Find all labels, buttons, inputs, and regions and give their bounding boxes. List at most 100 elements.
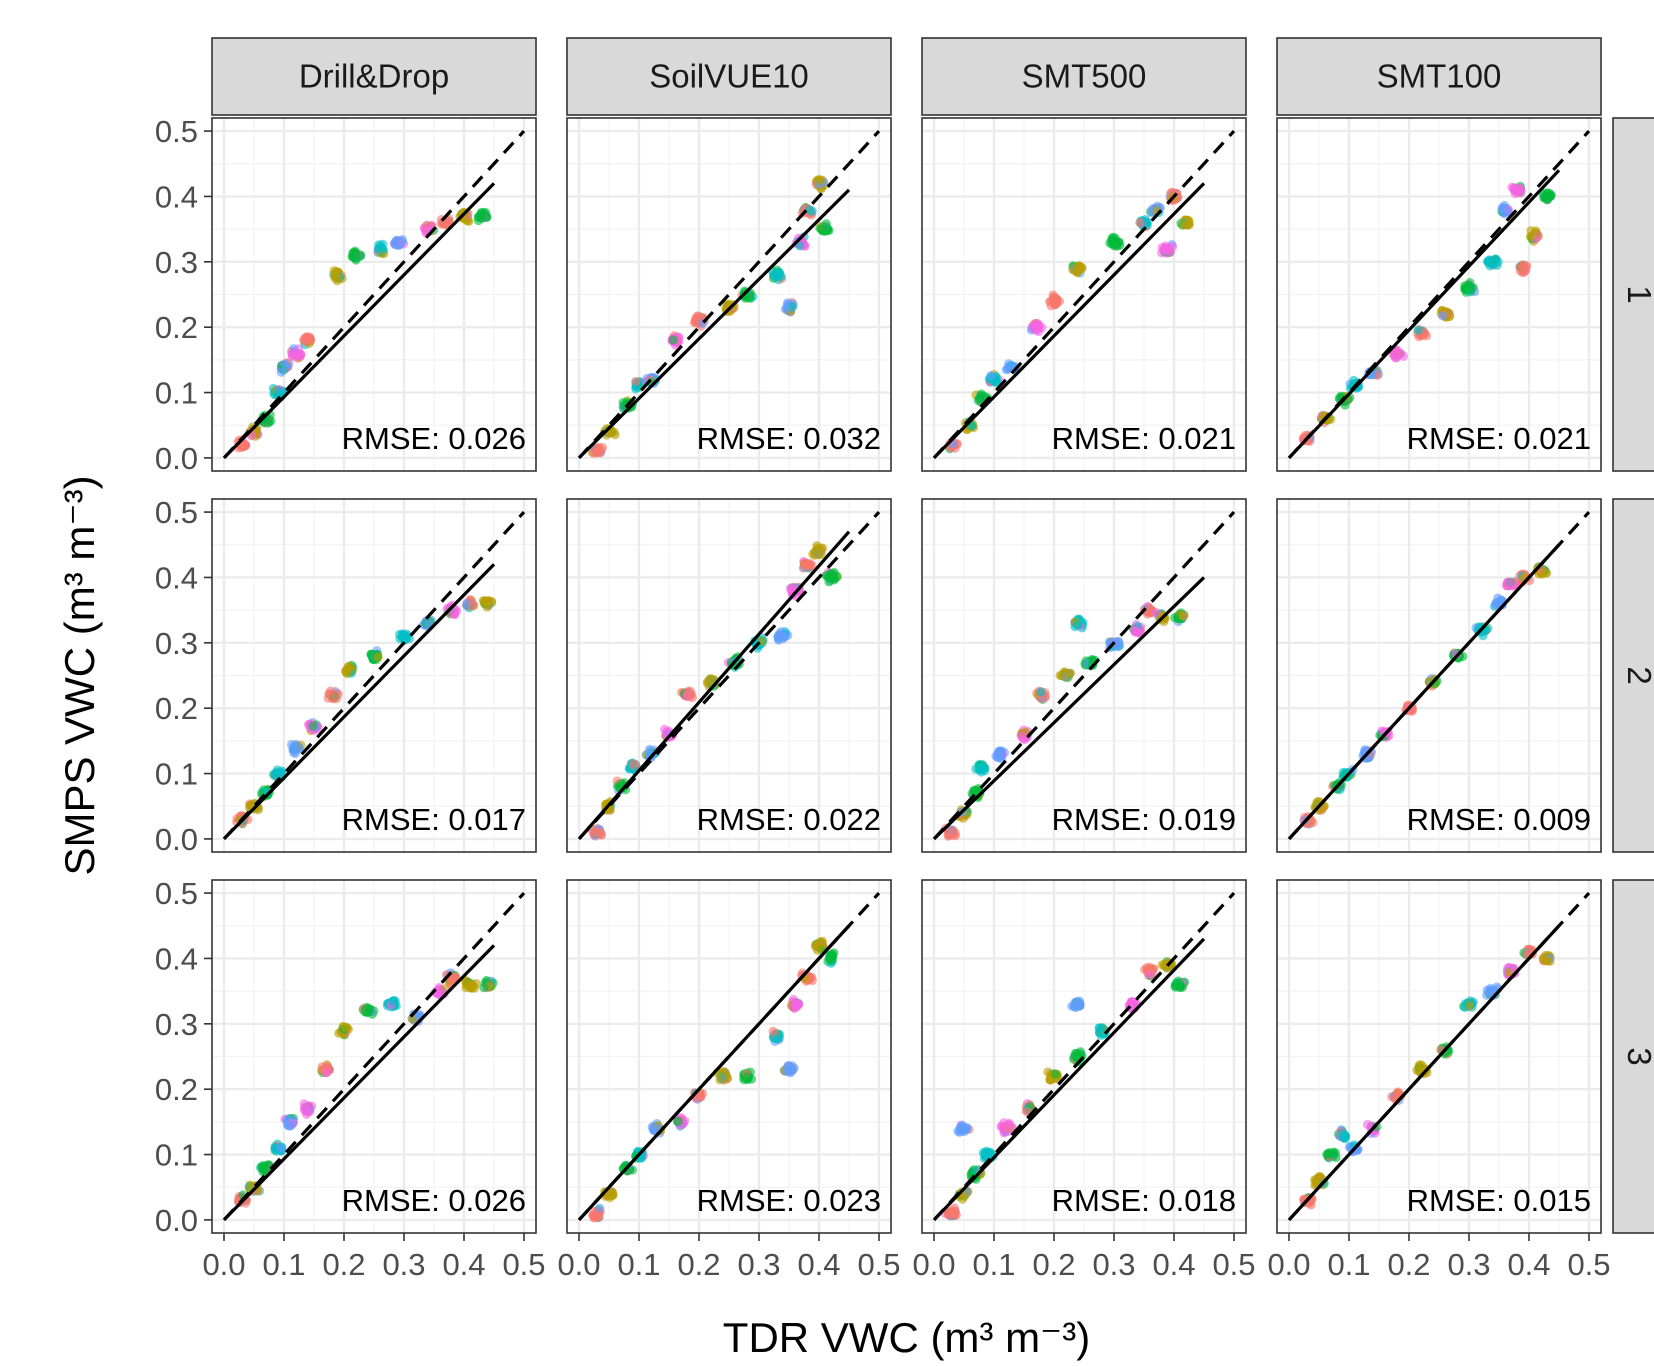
row-strip-label: 3 xyxy=(1621,1047,1654,1065)
data-point xyxy=(373,652,383,662)
data-point xyxy=(275,1143,286,1153)
data-point xyxy=(308,721,318,731)
facet-panel: RMSE: 0.017 xyxy=(211,498,537,853)
rmse-label: RMSE: 0.026 xyxy=(342,421,526,456)
panel-border xyxy=(921,879,1247,1234)
panel-border xyxy=(1276,117,1602,472)
y-axis: 0.0 0.1 0.2 0.3 0.4 0.5 xyxy=(155,876,212,1238)
rmse-label: RMSE: 0.026 xyxy=(342,1183,526,1218)
y-tick-label: 0.1 xyxy=(155,376,198,411)
data-point xyxy=(946,1207,956,1217)
data-point xyxy=(281,362,292,372)
y-tick-label: 0.1 xyxy=(155,1138,198,1173)
facet-panel: RMSE: 0.019 xyxy=(921,498,1247,853)
data-point xyxy=(1179,611,1189,621)
x-axis: 0.0 0.1 0.2 0.3 0.4 0.5 xyxy=(202,1233,546,1282)
rmse-label: RMSE: 0.023 xyxy=(697,1183,881,1218)
x-tick-label: 0.5 xyxy=(1567,1247,1610,1282)
y-tick-label: 0.3 xyxy=(155,626,198,661)
panel-border xyxy=(1276,879,1602,1234)
data-points xyxy=(232,595,497,829)
data-point xyxy=(317,1062,327,1072)
data-point xyxy=(1504,578,1515,588)
one-to-one-line xyxy=(222,129,526,460)
data-point xyxy=(301,1109,312,1120)
facet-panel: RMSE: 0.018 xyxy=(921,879,1247,1234)
data-point xyxy=(773,1033,783,1044)
x-tick-label: 0.4 xyxy=(442,1247,485,1282)
x-tick-label: 0.4 xyxy=(797,1247,840,1282)
facet-panel: RMSE: 0.009 xyxy=(1276,498,1602,853)
data-point xyxy=(1170,613,1180,623)
y-tick-label: 0.5 xyxy=(155,495,198,530)
regression-line xyxy=(1287,543,1561,841)
data-point xyxy=(956,1125,966,1135)
data-point xyxy=(996,751,1006,761)
regression-line xyxy=(222,563,496,841)
rmse-label: RMSE: 0.015 xyxy=(1407,1183,1591,1218)
row-strip-label: 1 xyxy=(1621,285,1654,303)
data-point xyxy=(1392,353,1402,363)
data-point xyxy=(375,241,386,251)
data-point xyxy=(595,827,605,837)
regression-line xyxy=(577,188,851,460)
data-point xyxy=(1071,999,1081,1009)
y-tick-label: 0.0 xyxy=(155,441,198,476)
column-strip: SoilVUE10 xyxy=(566,37,892,116)
data-point xyxy=(1483,257,1494,267)
data-point xyxy=(291,739,301,750)
data-point xyxy=(1541,568,1551,578)
column-strip-label: SMT500 xyxy=(1022,58,1147,95)
x-axis-title: TDR VWC (m³ m⁻³) xyxy=(723,1314,1090,1361)
data-point xyxy=(1465,285,1476,295)
facet-panel: RMSE: 0.023 xyxy=(566,879,892,1234)
column-strip-box xyxy=(211,37,537,116)
regression-line xyxy=(577,530,851,840)
data-point xyxy=(986,370,996,381)
data-point xyxy=(479,983,489,993)
data-point xyxy=(821,225,832,235)
y-tick-label: 0.4 xyxy=(155,179,198,214)
data-point xyxy=(466,982,476,992)
data-point xyxy=(407,1014,417,1024)
data-point xyxy=(286,1121,296,1131)
rmse-label: RMSE: 0.018 xyxy=(1052,1183,1236,1218)
data-point xyxy=(668,335,678,345)
regression-line xyxy=(577,924,851,1222)
data-point xyxy=(1531,228,1541,238)
column-strip: SMT100 xyxy=(1276,37,1602,116)
y-tick-label: 0.3 xyxy=(155,245,198,280)
one-to-one-line xyxy=(577,129,881,460)
y-tick-label: 0.3 xyxy=(155,1007,198,1042)
panel-border xyxy=(566,498,892,853)
data-point xyxy=(1045,1075,1055,1085)
data-point xyxy=(770,272,781,282)
one-to-one-line xyxy=(222,510,526,841)
rmse-label: RMSE: 0.032 xyxy=(697,421,881,456)
data-point xyxy=(1541,956,1551,966)
rmse-label: RMSE: 0.022 xyxy=(697,802,881,837)
data-point xyxy=(978,762,989,772)
column-strip-box xyxy=(921,37,1247,116)
rmse-label: RMSE: 0.021 xyxy=(1052,421,1236,456)
regression-line xyxy=(1287,924,1561,1222)
data-point xyxy=(272,769,282,780)
data-point xyxy=(825,573,836,583)
panel-border xyxy=(921,498,1247,853)
data-point xyxy=(360,1004,371,1014)
panel-border xyxy=(211,879,537,1234)
facet-panel: RMSE: 0.026 xyxy=(211,117,537,472)
data-point xyxy=(259,1165,269,1175)
rmse-label: RMSE: 0.019 xyxy=(1052,802,1236,837)
data-point xyxy=(826,950,837,960)
panel-border xyxy=(566,879,892,1234)
y-tick-label: 0.2 xyxy=(155,1072,198,1107)
data-points xyxy=(588,936,839,1223)
x-tick-label: 0.0 xyxy=(1267,1247,1310,1282)
panel-border xyxy=(1276,498,1602,853)
x-tick-label: 0.3 xyxy=(737,1247,780,1282)
panel-border xyxy=(211,117,537,472)
panel-border xyxy=(921,117,1247,472)
data-point xyxy=(607,1188,617,1198)
data-point xyxy=(389,996,399,1006)
